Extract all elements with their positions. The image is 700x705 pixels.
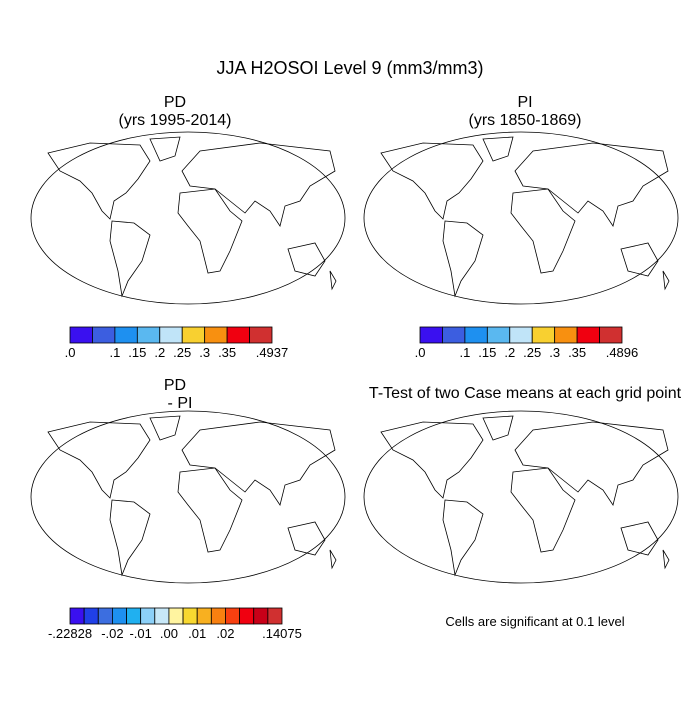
colorbar-label: .3	[199, 345, 210, 360]
colorbar-label: .25	[173, 345, 191, 360]
colorbar-box	[442, 326, 466, 344]
colorbar-label: .00	[160, 626, 178, 641]
colorbar-box	[249, 326, 273, 344]
colorbar-box	[464, 326, 488, 344]
colorbar-box	[69, 326, 93, 344]
colorbar-box	[204, 326, 228, 344]
colorbar-box	[419, 326, 443, 344]
colorbar-box	[196, 607, 212, 625]
colorbar-label: .0	[415, 345, 426, 360]
colorbar-box	[576, 326, 600, 344]
panel-subtitle: - PI	[168, 395, 193, 412]
colorbar-box	[509, 326, 533, 344]
colorbar-box	[486, 326, 511, 344]
colorbar-box	[69, 607, 85, 625]
map	[31, 132, 345, 304]
map	[364, 411, 678, 583]
colorbar-box	[92, 326, 116, 344]
colorbar-box	[140, 607, 156, 625]
colorbar-box	[531, 326, 556, 344]
colorbar-label: .1	[109, 345, 120, 360]
colorbar-box	[554, 326, 578, 344]
colorbar-box	[182, 607, 198, 625]
colorbar-box	[126, 607, 142, 625]
colorbar-box	[599, 326, 623, 344]
colorbar-box	[181, 326, 206, 344]
colorbar-label: .14075	[262, 626, 302, 641]
colorbar-box	[239, 607, 255, 625]
panel-title: PI	[517, 94, 532, 111]
colorbar-box	[225, 607, 240, 625]
figure-title: JJA H2OSOI Level 9 (mm3/mm3)	[216, 58, 483, 78]
colorbar-label: .0	[65, 345, 76, 360]
colorbar-box	[136, 326, 161, 344]
colorbar-box	[83, 607, 99, 625]
colorbar-box	[168, 607, 184, 625]
colorbar-box	[97, 607, 113, 625]
panel-subtitle: (yrs 1995-2014)	[119, 112, 232, 129]
colorbar-label: .1	[459, 345, 470, 360]
colorbar-label: -.02	[101, 626, 123, 641]
panel-subtitle: (yrs 1850-1869)	[469, 112, 582, 129]
colorbar-box	[159, 326, 183, 344]
colorbar-label: .3	[549, 345, 560, 360]
colorbar-label: .35	[218, 345, 236, 360]
colorbar-box	[112, 607, 127, 625]
colorbar-label: .4937	[256, 345, 289, 360]
colorbar-label: .2	[154, 345, 165, 360]
colorbar-label: .25	[523, 345, 541, 360]
map	[364, 132, 678, 304]
colorbar-label: .2	[504, 345, 515, 360]
colorbar-box	[267, 607, 283, 625]
colorbar-label: .15	[128, 345, 146, 360]
colorbar-label: .4896	[606, 345, 639, 360]
colorbar-label: .01	[188, 626, 206, 641]
colorbar-box	[210, 607, 226, 625]
colorbar-box	[154, 607, 170, 625]
panel-title: PD	[164, 377, 186, 394]
note: Cells are significant at 0.1 level	[445, 614, 624, 629]
colorbar-box	[226, 326, 250, 344]
colorbar-label: .35	[568, 345, 586, 360]
colorbar-label: -.01	[129, 626, 151, 641]
colorbar-box	[114, 326, 138, 344]
panel-title: PD	[164, 94, 186, 111]
colorbar-box	[253, 607, 269, 625]
colorbar-label: -.22828	[48, 626, 92, 641]
panel-title: T-Test of two Case means at each grid po…	[369, 385, 682, 402]
colorbar-label: .02	[216, 626, 234, 641]
map	[31, 411, 345, 583]
colorbar-label: .15	[478, 345, 496, 360]
